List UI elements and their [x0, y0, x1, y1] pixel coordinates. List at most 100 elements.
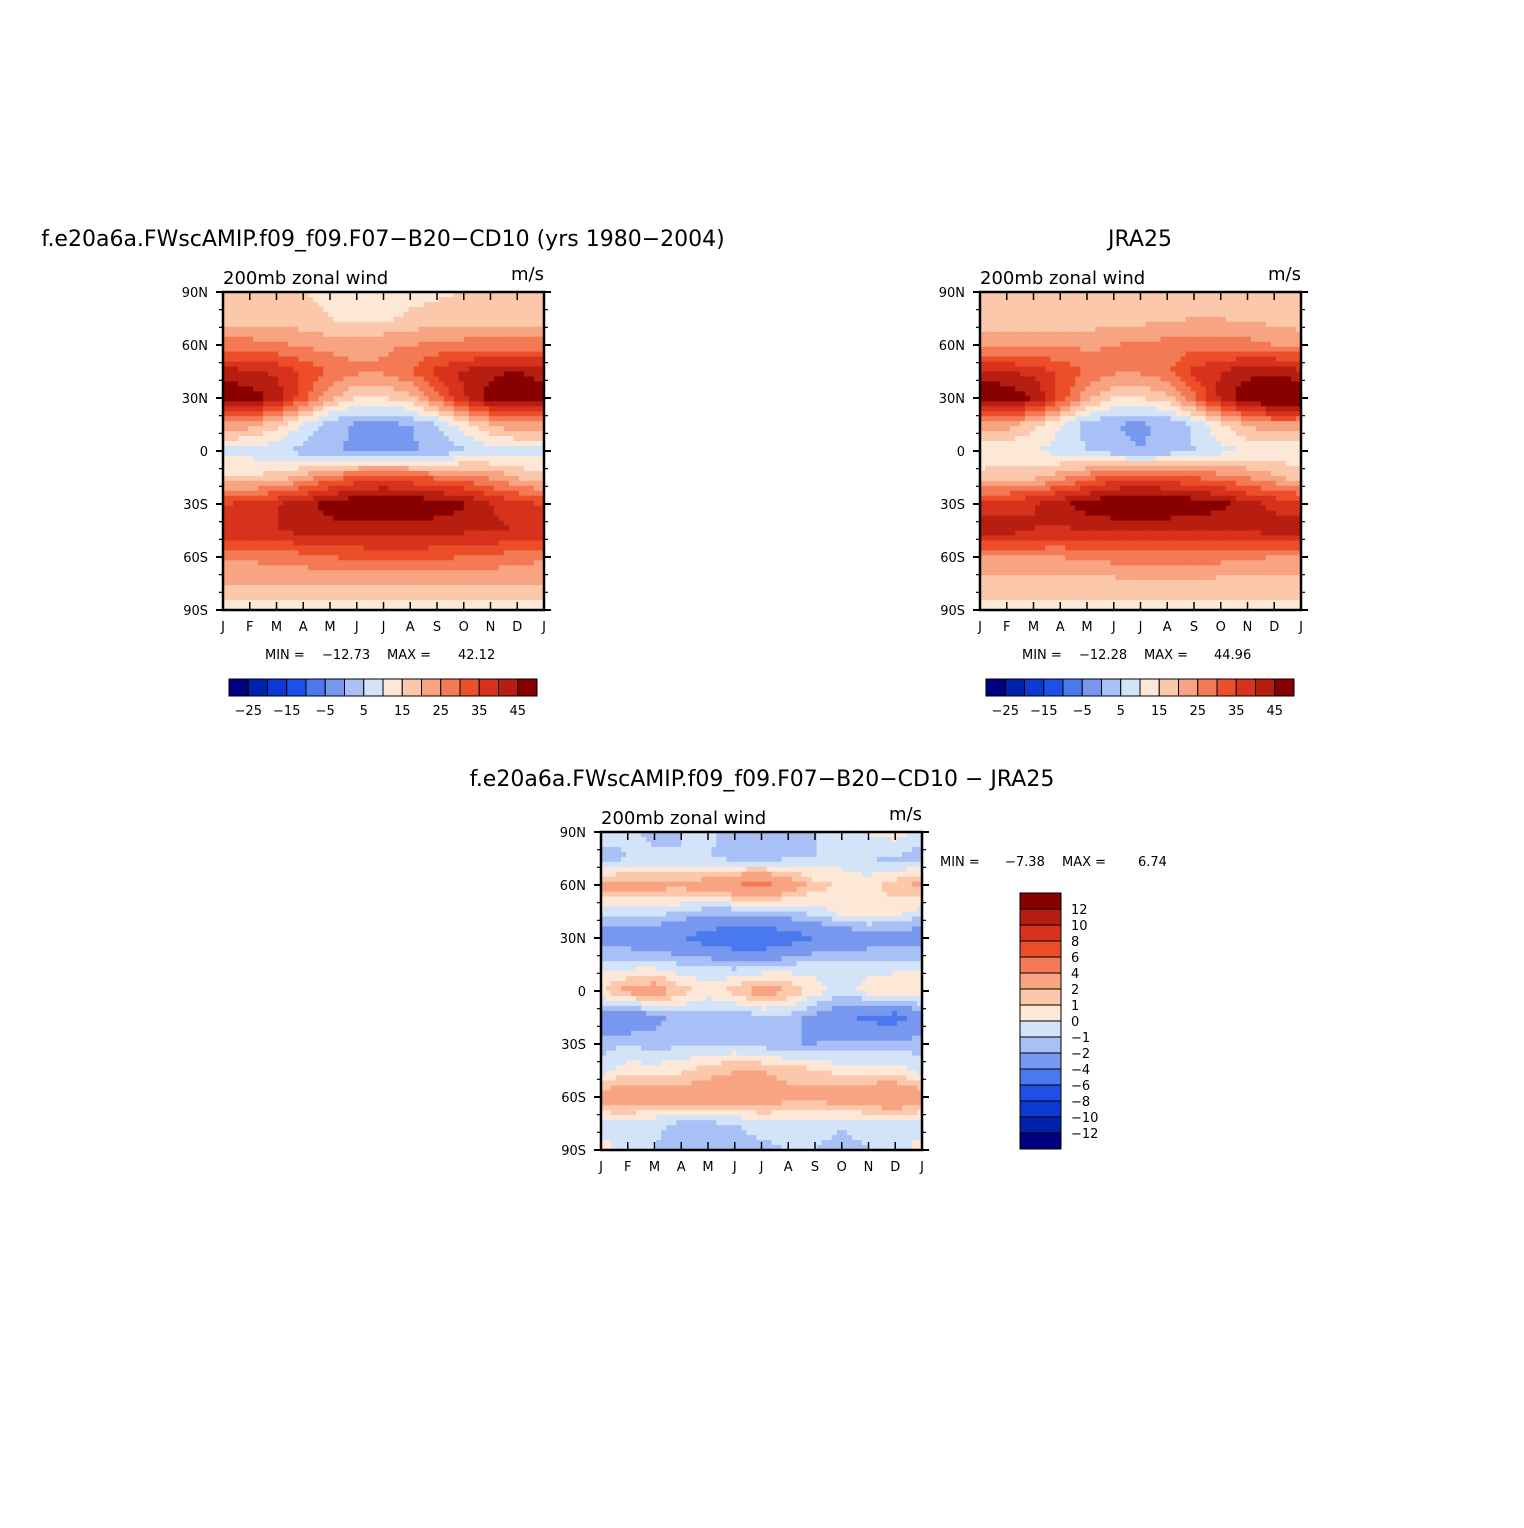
contour-cell — [333, 466, 339, 472]
contour-cell — [363, 565, 369, 571]
contour-cell — [313, 401, 319, 407]
contour-cell — [464, 501, 470, 507]
contour-cell — [424, 376, 430, 382]
contour-cell — [1266, 337, 1272, 343]
contour-cell — [1221, 297, 1227, 303]
contour-cell — [328, 401, 334, 407]
contour-cell — [363, 436, 369, 442]
contour-cell — [273, 486, 279, 492]
contour-cell — [333, 446, 339, 452]
contour-cell — [484, 431, 490, 437]
contour-cell — [373, 600, 379, 606]
contour-cell — [318, 511, 324, 517]
contour-cell — [434, 352, 440, 358]
contour-cell — [298, 595, 304, 601]
contour-cell — [514, 481, 520, 487]
contour-cell — [514, 555, 520, 561]
contour-cell — [353, 476, 359, 482]
contour-cell — [338, 411, 344, 417]
contour-cell — [1231, 332, 1237, 338]
contour-cell — [519, 560, 525, 566]
contour-cell — [253, 352, 259, 358]
contour-cell — [384, 521, 390, 527]
contour-cell — [338, 451, 344, 457]
contour-cell — [444, 317, 450, 323]
contour-cell — [338, 401, 344, 407]
contour-cell — [293, 357, 299, 363]
contour-cell — [1125, 337, 1131, 343]
contour-cell — [373, 426, 379, 432]
contour-cell — [529, 456, 535, 462]
contour-cell — [268, 461, 274, 467]
contour-cell — [358, 421, 364, 427]
contour-cell — [429, 446, 435, 452]
contour-cell — [444, 506, 450, 512]
contour-cell — [1166, 322, 1172, 328]
contour-cell — [479, 451, 485, 457]
contour-cell — [343, 362, 349, 368]
contour-cell — [318, 506, 324, 512]
contour-cell — [449, 516, 455, 522]
contour-cell — [454, 496, 460, 502]
contour-cell — [389, 535, 395, 541]
contour-cell — [278, 376, 284, 382]
contour-cell — [414, 595, 420, 601]
contour-cell — [348, 585, 354, 591]
contour-cell — [293, 302, 299, 308]
contour-cell — [258, 441, 264, 447]
contour-cell — [414, 590, 420, 596]
contour-cell — [1065, 317, 1071, 323]
contour-cell — [514, 560, 520, 566]
contour-cell — [409, 416, 415, 422]
contour-cell — [434, 511, 440, 517]
contour-cell — [519, 580, 525, 586]
contour-cell — [253, 347, 259, 353]
contour-cell — [248, 521, 254, 527]
contour-cell — [489, 386, 495, 392]
contour-cell — [1271, 322, 1277, 328]
contour-cell — [524, 580, 530, 586]
contour-cell — [444, 342, 450, 348]
contour-cell — [399, 535, 405, 541]
contour-cell — [288, 521, 294, 527]
contour-cell — [409, 381, 415, 387]
contour-cell — [288, 297, 294, 303]
contour-cell — [459, 342, 465, 348]
contour-cell — [273, 565, 279, 571]
contour-cell — [348, 302, 354, 308]
contour-cell — [363, 342, 369, 348]
contour-cell — [318, 545, 324, 551]
contour-cell — [429, 585, 435, 591]
contour-cell — [404, 352, 410, 358]
contour-cell — [514, 411, 520, 417]
contour-cell — [318, 600, 324, 606]
contour-cell — [499, 461, 505, 467]
contour-cell — [373, 476, 379, 482]
contour-cell — [1090, 307, 1096, 313]
contour-cell — [333, 471, 339, 477]
contour-cell — [424, 461, 430, 467]
contour-cell — [414, 511, 420, 517]
contour-cell — [238, 600, 244, 606]
contour-cell — [333, 441, 339, 447]
contour-cell — [258, 570, 264, 576]
contour-cell — [1251, 337, 1257, 343]
contour-cell — [414, 471, 420, 477]
contour-cell — [343, 302, 349, 308]
contour-cell — [308, 600, 314, 606]
contour-cell — [378, 491, 384, 497]
contour-cell — [368, 481, 374, 487]
contour-cell — [278, 357, 284, 363]
contour-cell — [368, 531, 374, 537]
contour-cell — [1261, 307, 1267, 313]
contour-cell — [504, 401, 510, 407]
contour-cell — [389, 466, 395, 472]
contour-cell — [394, 297, 400, 303]
contour-cell — [328, 570, 334, 576]
contour-cell — [358, 491, 364, 497]
contour-cell — [499, 595, 505, 601]
contour-cell — [313, 436, 319, 442]
contour-cell — [1186, 327, 1192, 333]
contour-cell — [414, 357, 420, 363]
contour-cell — [273, 506, 279, 512]
